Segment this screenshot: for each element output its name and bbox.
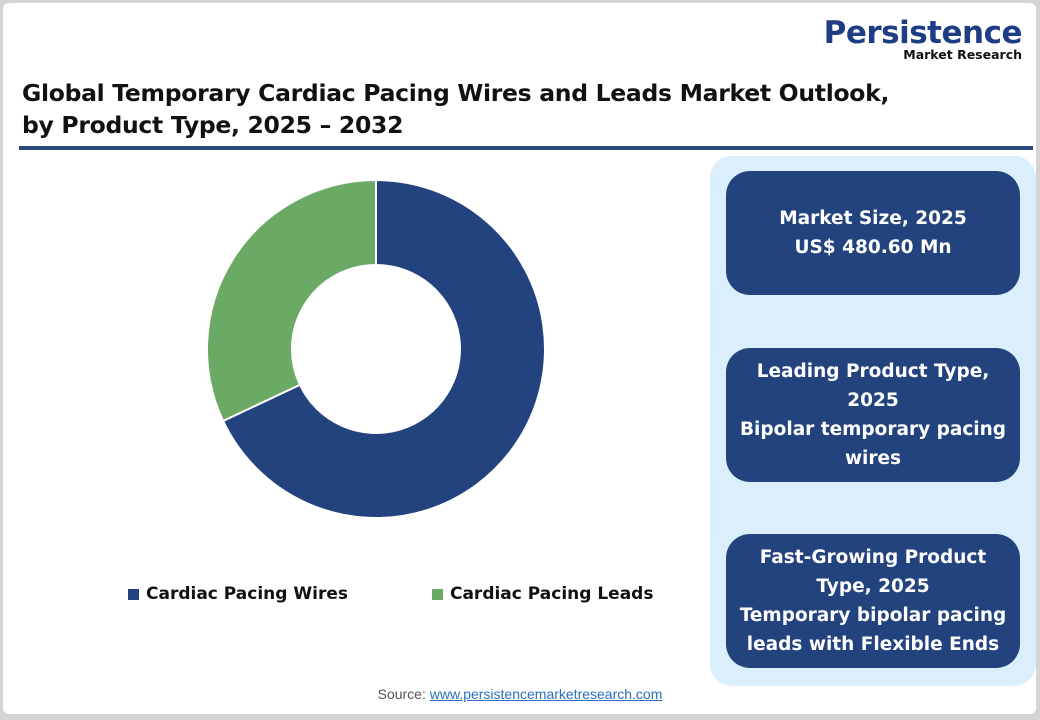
- stat-market-size-value: US$ 480.60 Mn: [794, 237, 952, 258]
- chart-title-line2: by Product Type, 2025 – 2032: [22, 111, 404, 139]
- donut-chart: [200, 172, 560, 532]
- legend-label-wires: Cardiac Pacing Wires: [146, 584, 348, 604]
- brand-name: Persistence: [823, 15, 1023, 51]
- stat-fast-growing-value: Temporary bipolar pacing leads with Flex…: [739, 605, 1007, 655]
- brand-logo: Persistence Market Research: [823, 15, 1023, 62]
- stat-leading-product: Leading Product Type, 2025 Bipolar tempo…: [726, 348, 1020, 482]
- legend-label-leads: Cardiac Pacing Leads: [449, 584, 654, 604]
- legend-swatch-wires: [128, 588, 139, 600]
- source-footer: Source: www.persistencemarketresearch.co…: [0, 686, 1040, 702]
- source-label: Source:: [377, 686, 426, 702]
- legend-swatch-leads: [431, 588, 443, 600]
- donut-slice-cardiac-pacing-wires: [221, 178, 546, 519]
- chart-title-line1: Global Temporary Cardiac Pacing Wires an…: [22, 79, 890, 107]
- chart-legend: Cardiac Pacing Wires Cardiac Pacing Lead…: [128, 584, 653, 604]
- chart-title: Global Temporary Cardiac Pacing Wires an…: [22, 77, 962, 141]
- legend-item-leads: Cardiac Pacing Leads: [431, 584, 654, 604]
- donut-slice-cardiac-pacing-leads: [206, 178, 377, 423]
- title-divider: [19, 146, 1033, 150]
- key-stats-panel: Market Size, 2025 US$ 480.60 Mn Leading …: [710, 156, 1036, 686]
- brand-subtitle: Market Research: [903, 47, 1022, 62]
- stat-fast-growing-product: Fast-Growing Product Type, 2025 Temporar…: [726, 534, 1020, 668]
- stat-fast-growing-label: Fast-Growing Product Type, 2025: [759, 547, 987, 597]
- donut-chart-svg: [206, 178, 546, 519]
- legend-item-wires: Cardiac Pacing Wires: [128, 584, 348, 604]
- source-link[interactable]: www.persistencemarketresearch.com: [429, 686, 663, 702]
- stat-leading-product-value: Bipolar temporary pacing wires: [739, 419, 1007, 469]
- stat-market-size: Market Size, 2025 US$ 480.60 Mn: [726, 171, 1020, 295]
- stat-market-size-label: Market Size, 2025: [779, 208, 967, 229]
- stat-leading-product-label: Leading Product Type, 2025: [756, 361, 990, 411]
